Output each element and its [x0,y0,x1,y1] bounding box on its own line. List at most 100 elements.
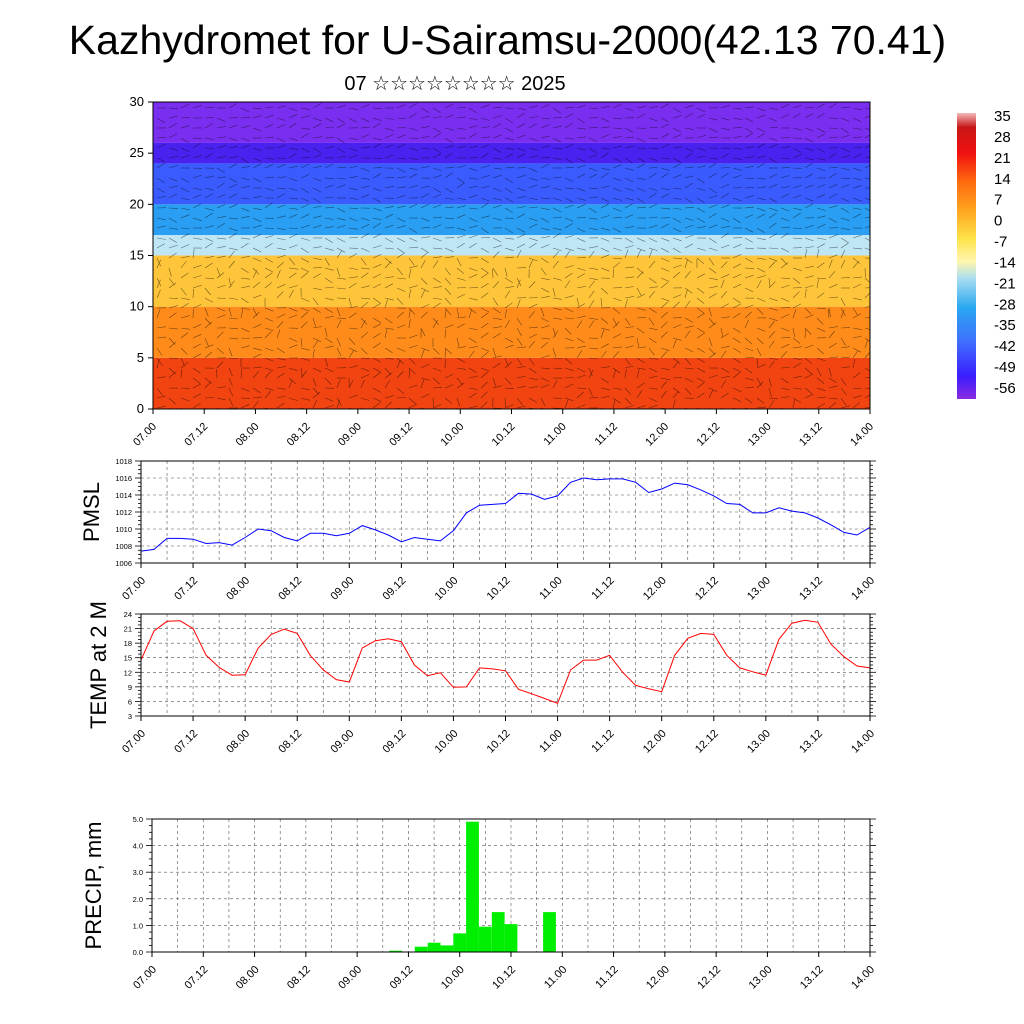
x-tick-label: 12.12 [695,421,723,449]
wind-barb [216,386,226,389]
wind-barb [492,197,502,201]
wind-barb [804,266,814,269]
wind-barb [168,312,177,319]
wind-barb [732,147,742,150]
wind-barb [528,197,538,200]
wind-barb [168,123,177,129]
colorbar-label: -7 [994,234,1007,251]
x-tick-label: 07.00 [120,575,148,603]
wind-barb [864,337,870,343]
wind-barb [540,267,547,276]
wind-barb [852,127,862,130]
wind-barb [432,237,442,242]
wind-barb [528,341,536,349]
wind-barb [204,212,213,219]
wind-barb [360,297,371,300]
wind-barb [816,357,826,362]
wind-barb [708,317,715,326]
wind-barb [600,343,610,349]
wind-barb [516,112,525,119]
wind-barb [348,312,357,319]
wind-barb [552,347,557,357]
wind-barb [540,367,551,369]
wind-barb [804,162,813,169]
wind-barb [804,185,814,189]
wind-barb [300,224,310,229]
wind-barb [180,260,187,269]
wind-barb [816,377,825,384]
wind-barb [588,250,595,259]
wind-barb [624,369,627,379]
wind-barb [768,387,772,397]
wind-barb [576,216,587,219]
wind-barb [228,387,234,397]
wind-barb [408,384,418,389]
wind-barb [468,309,472,319]
x-tick-label: 13.00 [746,421,774,449]
wind-barb [180,272,189,279]
wind-barb [684,367,694,370]
wind-barb [252,311,260,319]
wind-barb [192,187,202,191]
wind-barb [480,165,490,169]
wind-barb [276,402,285,409]
wind-barb [468,167,478,172]
wind-barb [756,327,766,332]
wind-barb [252,207,262,211]
wind-barb [360,247,370,252]
wind-barb [840,197,850,202]
wind-barb [624,266,634,269]
wind-barb [672,387,681,394]
wind-barb [552,379,558,389]
wind-barb [384,237,394,243]
x-tick-label: 09.00 [336,421,364,449]
wind-barb [744,127,753,134]
wind-barb [228,163,238,169]
wind-barb [636,163,646,169]
y-tick-label: 1018 [115,457,132,466]
wind-barb [732,312,741,319]
wind-barb [264,387,274,391]
wind-barb [252,247,262,253]
wind-barb [732,337,741,343]
wind-barb [420,247,429,253]
wind-barb [756,227,765,234]
wind-barb [588,173,598,179]
wind-barb [360,267,370,270]
wind-barb [456,107,467,109]
wind-barb [528,223,538,229]
wind-barb [228,327,239,330]
wind-barb [312,340,319,349]
wind-barb [696,207,706,213]
wind-barb [336,399,341,409]
wind-barb [348,176,358,179]
wind-barb [456,177,465,184]
wind-barb [360,117,370,123]
wind-barb [540,287,550,293]
wind-barb [228,250,235,259]
wind-barb [852,207,862,210]
wind-barb [780,284,790,289]
wind-barb [600,350,607,359]
y-tick-label: 1010 [115,525,132,534]
wind-barb [600,267,610,272]
wind-barb [216,237,226,240]
wind-barb [480,391,488,399]
wind-barb [564,113,574,119]
wind-barb [420,287,430,293]
wind-barb [828,356,838,359]
wind-barb [348,327,358,330]
wind-barb [504,337,514,343]
wind-barb [756,162,765,169]
wind-barb [432,174,442,179]
wind-barb [660,390,667,399]
wind-barb [264,137,275,139]
wind-barb [432,277,441,283]
wind-barb [204,287,211,296]
y-tick-label: 10 [130,299,144,314]
wind-barb [552,330,559,339]
wind-barb [840,134,850,139]
wind-barb [288,214,298,219]
